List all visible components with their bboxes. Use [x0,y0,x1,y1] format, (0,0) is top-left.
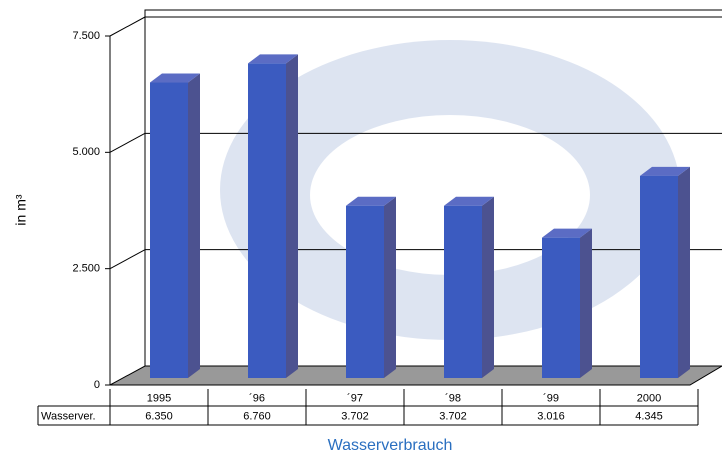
x-tick-label: 2000 [637,392,661,404]
bar [150,82,188,378]
grid-line-diagonal [109,249,146,270]
table-value: 3.016 [537,410,565,422]
bar-top [640,166,690,176]
y-axis-label: in m³ [13,194,29,225]
bar-side [384,196,396,378]
grid-line-diagonal [109,16,146,37]
bar-side [482,196,494,378]
x-axis-label: Wasserverbrauch [328,437,453,454]
y-tick-label: 2.500 [72,263,100,275]
x-tick-label: 1995 [147,392,171,404]
floor [109,365,722,386]
bar-top [150,73,200,83]
grid-line-diagonal [109,132,146,153]
y-tick-label: 0 [94,379,100,391]
table-value: 3.702 [439,410,467,422]
table-value: 4.345 [635,410,663,422]
x-tick-label: ´97 [347,392,363,404]
bar-top [444,196,494,206]
y-tick-label: 7.500 [72,30,100,42]
bar-side [580,228,592,378]
bar [640,175,678,378]
bar [444,205,482,378]
bar-side [678,166,690,378]
bar [248,63,286,379]
back-wall [144,9,722,366]
table-row-label: Wasserver. [41,410,96,422]
x-tick-label: ´96 [249,392,265,404]
x-tick-label: ´98 [445,392,461,404]
y-tick-label: 5.000 [72,146,100,158]
table-value: 6.760 [243,410,271,422]
bar [346,205,384,378]
bar-top [346,196,396,206]
bar [542,237,580,378]
table-value: 3.702 [341,410,369,422]
table-value: 6.350 [145,410,173,422]
bar-top [542,228,592,238]
bar-side [188,73,200,378]
x-tick-label: ´99 [543,392,559,404]
bar-top [248,54,298,64]
bar-side [286,54,298,379]
